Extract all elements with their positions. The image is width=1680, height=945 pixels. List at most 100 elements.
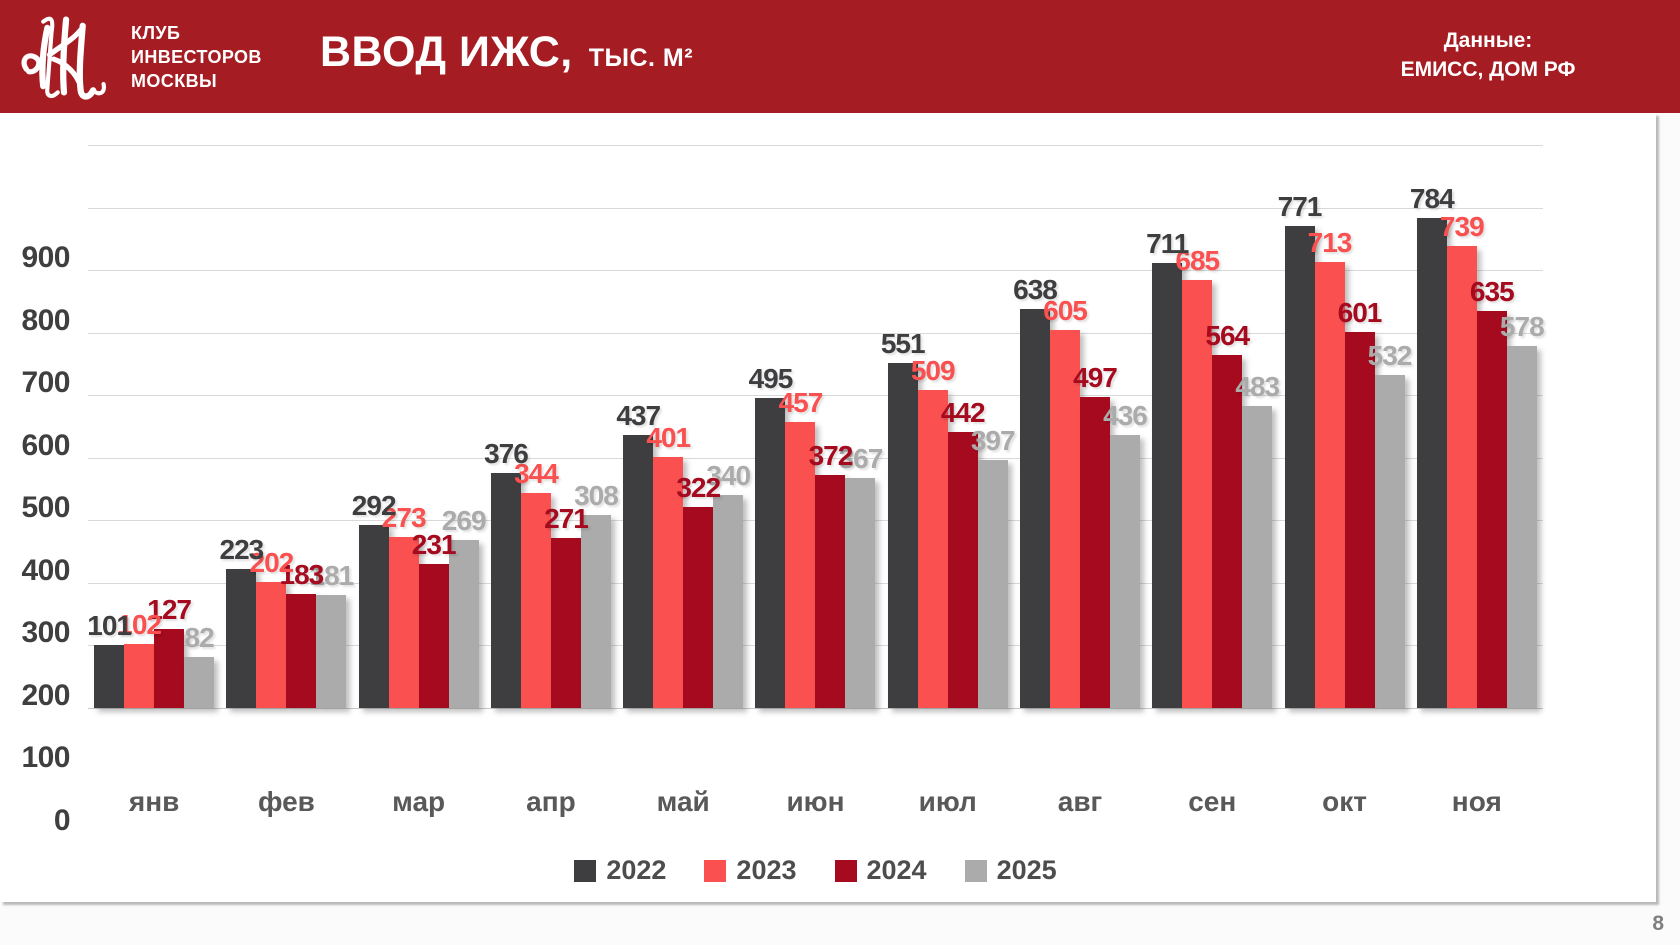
bar-value-label: 437 <box>616 399 661 431</box>
x-tick-label-фев: фев <box>257 786 315 817</box>
bar-2024-май <box>683 506 714 708</box>
bar-2022-июл <box>887 363 918 708</box>
bar-value-label: 532 <box>1367 340 1413 372</box>
x-tick-label-апр: апр <box>526 786 576 817</box>
bar-2022-май <box>623 434 654 708</box>
bar-wrap-2025-фев: 181 <box>310 145 354 708</box>
bar-wrap-2025-окт: 532 <box>1368 145 1412 708</box>
bar-2024-апр <box>550 538 581 708</box>
legend-label: 2022 <box>606 855 667 885</box>
bar-group-авг: 638 605 497 436 <box>1013 145 1148 708</box>
bar-value-label: 713 <box>1307 226 1353 258</box>
bar-2022-янв <box>94 644 125 708</box>
bar-2025-июл <box>977 459 1008 708</box>
legend-swatch-icon <box>704 859 727 882</box>
bar-value-label: 739 <box>1439 210 1485 242</box>
bar-value-label: 711 <box>1146 228 1189 260</box>
legend: 2022 2023 2024 2025 <box>88 855 1543 886</box>
bar-value-label: 269 <box>441 504 487 536</box>
y-tick-label: 0 <box>53 804 71 837</box>
bar-value-label: 401 <box>646 422 691 454</box>
y-tick-label: 400 <box>21 553 70 587</box>
bar-wrap-2024-ноя: 635 <box>1470 145 1515 708</box>
y-tick-label: 600 <box>21 428 70 462</box>
x-tick-label-мар: мар <box>392 786 446 817</box>
bar-group-апр: 376 344 271 308 <box>484 145 619 708</box>
data-source-label: Данные: <box>1443 29 1533 52</box>
bar-value-label: 376 <box>484 437 529 469</box>
bar-wrap-2025-июн: 367 <box>839 145 883 708</box>
bar-value-label: 183 <box>279 558 325 590</box>
bar-value-label: 231 <box>411 528 457 560</box>
legend-item-2022: 2022 <box>574 855 666 886</box>
bar-wrap-2024-мар: 231 <box>412 145 457 708</box>
bar-2024-авг <box>1079 397 1110 708</box>
bar-2024-июн <box>815 475 846 708</box>
bar-wrap-2024-окт: 601 <box>1338 145 1382 708</box>
bar-group-сен: 711 685 564 483 <box>1146 145 1280 708</box>
bar-wrap-2023-янв: 102 <box>117 145 162 708</box>
bar-value-label: 273 <box>381 502 427 534</box>
bar-value-label: 101 <box>87 609 132 641</box>
bar-wrap-2024-июл: 442 <box>941 145 986 708</box>
bar-wrap-2023-июн: 457 <box>779 145 823 708</box>
bar-value-label: 771 <box>1277 190 1323 222</box>
data-source-value: ЕМИСС, ДОМ РФ <box>1400 58 1576 81</box>
bar-2023-окт <box>1314 261 1345 708</box>
bar-value-label: 564 <box>1205 320 1250 352</box>
bar-wrap-2024-июн: 372 <box>809 145 853 708</box>
legend-label: 2025 <box>996 855 1057 885</box>
bar-2024-ноя <box>1476 310 1507 708</box>
x-axis: янв фев мар апр май июн июл авг сен окт ноя <box>88 786 1543 818</box>
bar-wrap-2022-мар: 292 <box>352 145 397 708</box>
x-tick-label-сен: сен <box>1188 786 1237 817</box>
bar-2022-окт <box>1284 225 1315 708</box>
bar-wrap-2023-авг: 605 <box>1043 145 1088 708</box>
bar-2025-май <box>713 495 744 708</box>
club-investors-logo-icon <box>21 16 106 100</box>
y-tick-label: 300 <box>21 616 70 650</box>
bar-wrap-2022-авг: 638 <box>1013 145 1058 708</box>
bar-2022-фев <box>226 568 257 708</box>
bar-wrap-2023-сен: 685 <box>1175 145 1220 708</box>
legend-item-2023: 2023 <box>704 855 797 886</box>
bar-2023-май <box>653 457 684 708</box>
bar-2025-мар <box>448 539 479 708</box>
bar-value-label: 784 <box>1409 182 1455 214</box>
bar-value-label: 483 <box>1235 370 1280 402</box>
bar-wrap-2025-мар: 269 <box>442 145 487 708</box>
bar-2022-июн <box>755 398 786 708</box>
bar-value-label: 223 <box>219 533 265 565</box>
bar-value-label: 322 <box>676 471 721 503</box>
bar-value-label: 202 <box>249 546 295 578</box>
bar-value-label: 344 <box>514 457 559 489</box>
bar-wrap-2025-ноя: 578 <box>1500 145 1545 708</box>
bar-wrap-2022-ноя: 784 <box>1410 145 1455 708</box>
bar-value-label: 635 <box>1469 275 1515 307</box>
x-tick-label-авг: авг <box>1057 786 1103 817</box>
bar-2025-сен <box>1242 405 1273 708</box>
bar-value-label: 372 <box>808 440 854 472</box>
bar-2025-ноя <box>1506 346 1537 708</box>
gridline <box>88 332 1543 334</box>
bar-wrap-2025-июл: 397 <box>971 145 1016 708</box>
bar-2022-апр <box>490 472 521 708</box>
bar-value-label: 127 <box>147 593 192 625</box>
x-tick-label-янв: янв <box>128 786 180 817</box>
bar-2025-фев <box>316 594 347 708</box>
bar-value-label: 509 <box>910 354 956 386</box>
slide-title-wrap: ВВОД ИЖС, ТЫС. М² <box>320 28 693 77</box>
bar-group-июл: 551 509 442 397 <box>881 145 1016 708</box>
bar-group-ноя: 784 739 635 578 <box>1410 145 1545 708</box>
bar-value-label: 82 <box>184 621 215 653</box>
bar-wrap-2024-сен: 564 <box>1205 145 1250 708</box>
bar-wrap-2022-окт: 771 <box>1278 145 1322 708</box>
bar-2023-мар <box>388 537 419 708</box>
bar-group-мар: 292 273 231 269 <box>352 145 487 708</box>
bar-2024-июл <box>947 431 978 708</box>
bar-2023-июл <box>917 389 948 708</box>
header-banner: КЛУБ ИНВЕСТОРОВ МОСКВЫ ВВОД ИЖС, ТЫС. М²… <box>0 0 1680 113</box>
x-tick-label-июн: июн <box>786 786 845 817</box>
slide-title: ВВОД ИЖС, <box>320 28 573 76</box>
data-source: Данные: ЕМИСС, ДОМ РФ <box>1373 26 1603 84</box>
